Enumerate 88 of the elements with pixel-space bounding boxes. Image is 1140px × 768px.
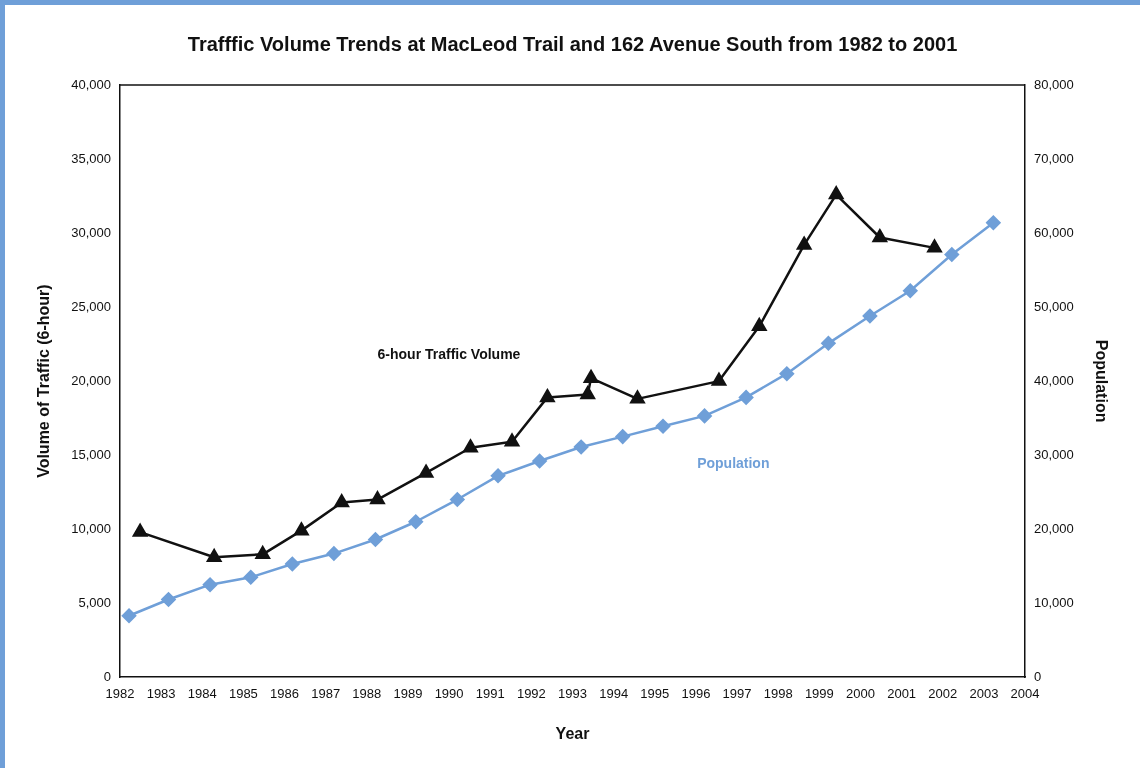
point — [202, 577, 218, 592]
point — [580, 386, 596, 400]
point — [796, 236, 812, 250]
point — [615, 429, 630, 444]
y-tick-label: 35,000 — [71, 150, 111, 166]
x-tick-label: 1999 — [804, 685, 834, 701]
y2-tick-label: 80,000 — [1034, 76, 1074, 92]
point — [370, 491, 385, 505]
y2-tick-label: 50,000 — [1034, 298, 1074, 314]
x-tick-label: 2004 — [1010, 685, 1040, 701]
point — [986, 215, 1001, 230]
point — [450, 492, 465, 507]
point — [697, 408, 712, 424]
y-tick-label: 5,000 — [78, 594, 111, 610]
point — [161, 592, 176, 607]
x-tick-label: 1990 — [434, 685, 464, 701]
point — [779, 366, 795, 381]
y-tick-label: 0 — [103, 668, 111, 684]
point — [368, 532, 383, 547]
chart-title: Trafffic Volume Trends at MacLeod Trail and 162 Avenue South from 1982 to 2001 — [187, 32, 958, 55]
text: 6-hour Traffic Volume — [377, 346, 521, 363]
point — [540, 389, 555, 403]
point — [121, 608, 137, 624]
point — [418, 464, 434, 478]
x-tick-label: 1988 — [352, 685, 382, 701]
y2-tick-label: 20,000 — [1034, 520, 1074, 536]
point — [132, 523, 148, 537]
x-tick-label: 1992 — [516, 685, 546, 701]
point — [294, 522, 309, 536]
y-tick-label: 15,000 — [71, 446, 111, 462]
point — [326, 546, 342, 561]
x-tick-label: 2003 — [969, 685, 999, 701]
y2-axis-title: Population — [1092, 339, 1110, 423]
point — [532, 453, 547, 469]
x-tick-label: 1985 — [228, 685, 258, 701]
x-tick-label: 1998 — [763, 685, 793, 701]
x-tick-label: 1993 — [558, 685, 587, 701]
point — [334, 494, 350, 508]
x-tick-label: 1991 — [475, 685, 505, 701]
x-tick-label: 1983 — [146, 685, 176, 701]
point — [463, 439, 478, 453]
x-tick-label: 2000 — [846, 685, 875, 701]
point — [738, 390, 754, 405]
y-tick-label: 10,000 — [71, 520, 111, 536]
point — [711, 372, 727, 386]
point — [408, 514, 424, 529]
x-tick-label: 1989 — [393, 685, 423, 701]
point — [821, 336, 836, 351]
point — [504, 433, 520, 447]
y-axis-title: Volume of Traffic (6-hour) — [35, 284, 53, 478]
point — [583, 369, 599, 383]
point — [243, 570, 259, 585]
y-tick-label: 30,000 — [71, 224, 111, 240]
y2-tick-label: 70,000 — [1034, 150, 1074, 166]
point — [630, 390, 645, 404]
y2-tick-label: 40,000 — [1034, 372, 1074, 388]
point — [255, 546, 271, 560]
x-tick-label: 2002 — [928, 685, 958, 701]
x-tick-label: 1997 — [722, 685, 752, 701]
point — [944, 247, 960, 262]
y2-tick-label: 60,000 — [1034, 224, 1074, 240]
x-tick-label: 1987 — [311, 685, 341, 701]
point — [573, 439, 589, 455]
x-tick-label: 1995 — [640, 685, 670, 701]
point — [903, 283, 918, 299]
y2-tick-label: 0 — [1034, 668, 1042, 684]
point — [828, 186, 844, 200]
y-tick-label: 25,000 — [71, 298, 111, 314]
point — [655, 419, 671, 434]
y-tick-label: 20,000 — [71, 372, 111, 388]
point — [927, 239, 942, 253]
x-tick-label: 2001 — [887, 685, 917, 701]
x-axis-title: Year — [555, 724, 590, 742]
point — [751, 318, 767, 332]
text: Population — [697, 454, 770, 471]
x-tick-label: 1982 — [105, 685, 135, 701]
y2-tick-label: 10,000 — [1034, 594, 1074, 610]
x-tick-label: 1984 — [187, 685, 217, 701]
y-tick-label: 40,000 — [71, 76, 111, 92]
point — [872, 229, 888, 243]
x-tick-label: 1986 — [270, 685, 299, 701]
point — [285, 556, 300, 572]
point — [206, 549, 222, 563]
y2-tick-label: 30,000 — [1034, 446, 1074, 462]
point — [490, 468, 506, 484]
point — [862, 308, 878, 324]
x-tick-label: 1994 — [599, 685, 629, 701]
x-tick-label: 1996 — [681, 685, 711, 701]
